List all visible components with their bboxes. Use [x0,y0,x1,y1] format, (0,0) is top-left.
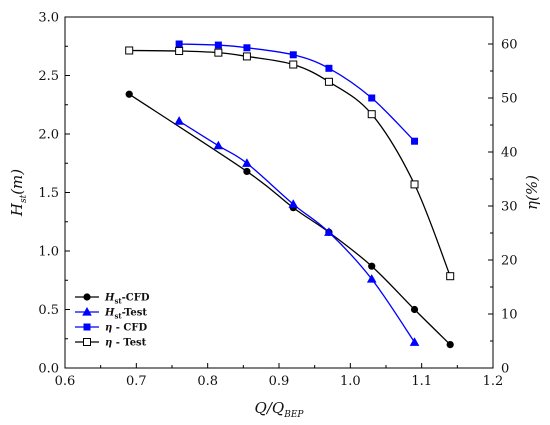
series-line [178,120,416,343]
y-right-tick-label: 50 [501,92,518,107]
legend-entry: Hst-CFD [75,293,150,306]
x-tick-label: 0.6 [55,374,76,389]
data-point [411,137,419,145]
data-point [366,274,377,283]
y-right-tick-label: 40 [501,146,518,161]
series-line [129,49,451,277]
data-point [289,51,297,59]
legend-label: Hst-Test [104,308,147,321]
data-point [325,64,333,72]
data-point [213,140,224,150]
data-point [368,94,376,102]
data-point [324,227,334,236]
y-right-tick-label: 0 [501,362,509,377]
y-left-tick-label: 3.0 [38,11,59,26]
y-left-title-sub: st [19,194,29,203]
y-right-title-main: η [523,201,541,210]
y-right-title-suffix: (%) [523,175,541,201]
y-right-tick-label: 20 [501,254,518,269]
series-line [128,93,451,346]
data-point [409,337,420,346]
x-tick-label: 1.0 [340,374,361,389]
legend-label: Hst-CFD [104,293,150,306]
series-3 [125,46,455,281]
data-point [243,44,251,52]
data-point [174,116,184,125]
legend-entry: Hst-Test [75,307,147,321]
y-right-axis-title: η(%) [523,175,541,210]
data-point [125,46,134,55]
y-left-tick-label: 1.0 [38,245,59,260]
series-layer [125,40,455,349]
x-axis-title-sub: BEP [283,410,304,420]
x-axis-title: Q/QBEP [255,399,305,420]
data-point [242,158,252,167]
data-point [242,52,251,61]
data-point [214,48,223,57]
y-left-tick-label: 0.0 [38,362,59,377]
y-left-tick-label: 2.5 [38,69,59,84]
y-right-tick-label: 10 [501,308,518,323]
x-tick-label: 0.8 [197,374,218,389]
x-axis-title-main: Q/Q [255,399,285,417]
series-line [179,43,415,142]
data-point [446,341,454,349]
data-point [367,110,376,119]
data-point [410,180,419,189]
y-left-title-main: H [8,202,26,217]
data-point [289,60,298,69]
y-left-axis-title: Hst(m) [8,169,29,217]
legend-entry: η - Test [75,338,147,349]
axes-layer: 0.6 0.7 0.8 0.9 1.0 1.1 1.2 0.0 0.5 1.0 1.5 2.0 2.5 3… [8,11,541,421]
data-point [125,90,133,98]
data-point [175,47,184,56]
y-left-title-suffix: (m) [8,169,26,195]
legend-label: η - Test [105,338,147,349]
x-tick-label: 1.1 [411,374,432,389]
y-left-tick-label: 1.5 [38,186,59,201]
data-point [288,199,299,208]
legend-swatch-marker [83,323,91,331]
x-tick-label: 0.9 [269,374,290,389]
x-tick-label: 0.7 [126,374,147,389]
data-point [243,167,251,176]
data-point [324,77,333,86]
data-point [368,262,376,270]
data-point [410,305,419,314]
series-1 [174,116,420,346]
legend-swatch-marker [83,293,91,301]
y-left-tick-label: 2.0 [38,128,59,143]
legend-label: η - CFD [105,323,147,334]
y-right-tick-label: 30 [501,200,518,215]
data-point [446,272,455,281]
y-left-tick-label: 0.5 [38,303,59,318]
x-tick-label: 1.2 [483,374,504,389]
legend-swatch-marker [82,307,92,316]
data-point [214,41,222,49]
series-2 [175,40,419,145]
legend: Hst-CFD Hst-Test η - CFD η - Test [75,293,150,349]
data-point [175,40,183,48]
y-right-tick-label: 60 [501,38,518,53]
legend-swatch-marker [83,338,91,346]
series-0 [125,90,454,349]
legend-entry: η - CFD [75,323,147,334]
